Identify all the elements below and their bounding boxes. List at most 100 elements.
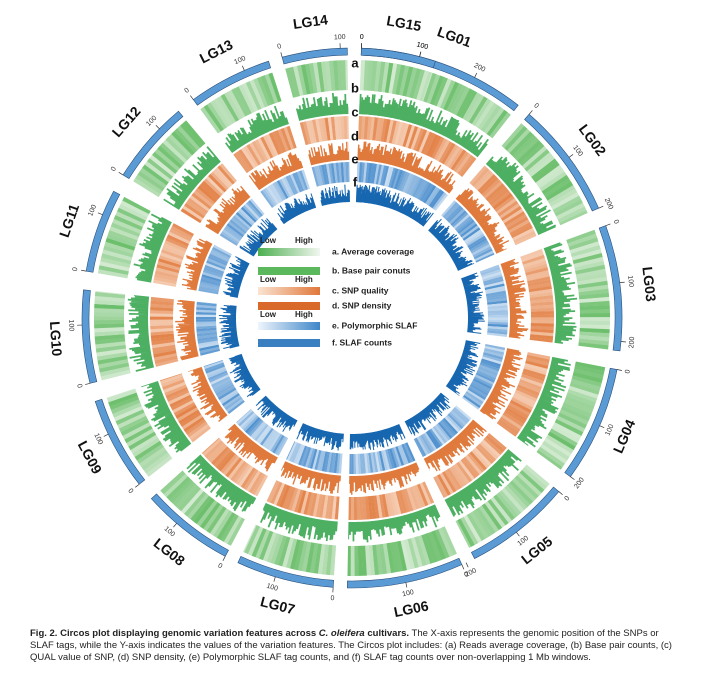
heatmap-cell [443,144,459,166]
tick-mark [619,281,625,284]
heatmap-cell [579,320,610,326]
heatmap-cell [392,491,402,515]
heatmap-cell [233,152,250,174]
heatmap-cell [487,433,507,451]
heatmap-cell [317,543,326,575]
heatmap-cell [417,181,430,201]
heatmap-cell [493,494,516,521]
heatmap-cell [316,165,324,186]
heatmap-cell [402,173,413,193]
heatmap-cell [529,334,554,340]
heatmap-cell [272,434,285,454]
heatmap-cell [292,172,303,193]
heatmap-cell [301,541,312,572]
heatmap-cell [215,167,233,187]
heatmap-cell [519,469,545,494]
heatmap-cell [113,214,143,231]
heatmap-cell [260,190,274,208]
heatmap-cell [383,119,391,143]
heatmap-cell [457,219,475,234]
heatmap-cell [268,132,282,155]
heatmap-cell [376,494,383,519]
heatmap-cell [375,544,383,575]
heatmap-cell [479,441,499,460]
heatmap-cell [564,395,595,411]
heatmap-cell [144,161,171,183]
heatmap-cell [537,168,565,189]
heatmap-cell [463,515,482,544]
heatmap-cell [235,150,252,172]
heatmap-cell [268,432,281,451]
heatmap-cell [484,501,506,528]
heatmap-cell [517,140,542,164]
heatmap-cell [429,75,445,106]
heatmap-cell [477,174,497,193]
heatmap-cell [290,173,301,194]
heatmap-cell [421,131,434,155]
heatmap-cell [266,431,279,450]
heatmap-cell [514,137,539,161]
heatmap-cell [539,171,567,192]
heatmap-cell [509,480,534,505]
heatmap-cell [457,518,475,547]
heatmap-cell [190,495,212,522]
heatmap-cell [446,146,461,168]
heatmap-cell [447,206,464,223]
heatmap-cell [243,525,260,555]
heatmap-cell [490,496,512,524]
heatmap-cell [557,206,587,223]
heatmap-cell [559,210,588,226]
heatmap-cell [213,448,232,468]
heatmap-cell [153,352,178,361]
heatmap-cell [238,84,256,114]
heatmap-cell [487,499,509,526]
heatmap-cell [241,413,258,430]
heatmap-cell [227,89,246,119]
heatmap-cell [496,421,517,437]
tick-label: 0 [463,571,470,579]
heatmap-cell [426,74,441,104]
heatmap-cell [106,233,137,248]
heatmap-cell [201,437,220,454]
ideogram [192,60,272,106]
heatmap-cell [246,144,262,166]
histogram [133,213,172,283]
heatmap-cell [190,425,211,443]
tick-mark [528,110,533,115]
heatmap-cell [211,376,231,388]
heatmap-cell [150,313,174,317]
heatmap-cell [572,252,603,265]
heatmap-cell [393,541,403,572]
histogram [223,255,250,298]
heatmap-cell [566,229,596,244]
heatmap-cell [374,451,381,472]
heatmap-cell [197,185,218,203]
heatmap-cell [163,243,186,255]
heatmap-cell [286,441,298,461]
heatmap-cell [422,433,435,452]
heatmap-cell [164,240,187,252]
heatmap-cell [169,228,192,242]
heatmap-cell [349,453,352,474]
heatmap-cell [406,487,417,511]
heatmap-cell [321,544,329,575]
heatmap-cell [239,208,256,225]
heatmap-cell [487,302,508,307]
heatmap-cell [270,183,283,203]
histogram [308,141,350,166]
heatmap-cell [191,192,212,210]
heatmap-cell [220,453,238,474]
heatmap-cell [256,425,271,443]
heatmap-cell [185,419,206,435]
heatmap-cell [304,63,315,94]
heatmap-cell [331,452,337,473]
heatmap-cell [528,282,552,290]
heatmap-cell [180,488,204,514]
heatmap-cell [150,322,174,327]
heatmap-cell [578,284,609,293]
heatmap-cell [569,241,600,254]
heatmap-cell [513,392,536,405]
heatmap-cell [375,164,382,185]
heatmap-cell [571,249,602,261]
linkage-group: 0 100 200 LG04 [445,340,638,490]
